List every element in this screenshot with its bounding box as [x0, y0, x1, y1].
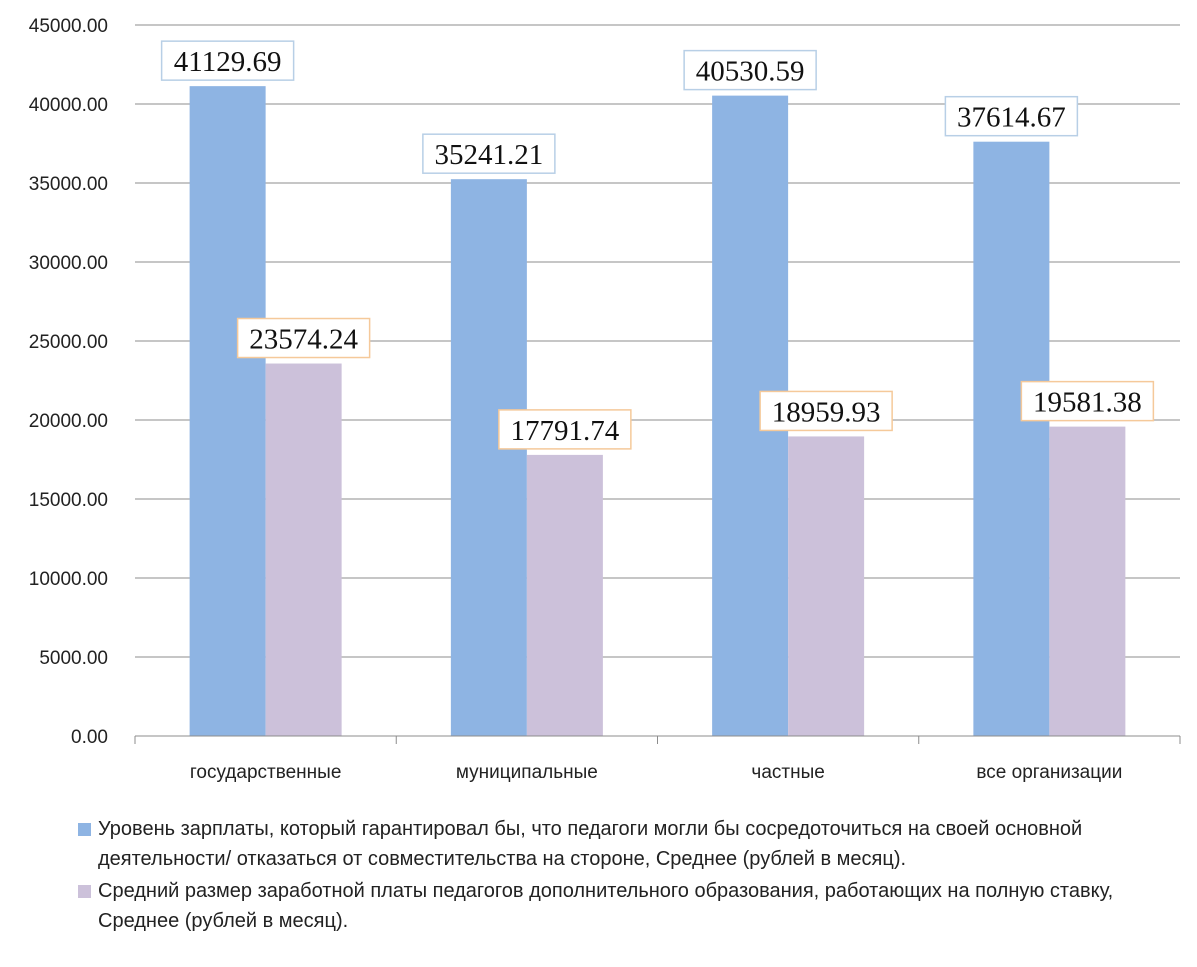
bar-series-1-2	[450, 179, 527, 736]
bar-series-2-2	[526, 454, 603, 736]
x-axis-category-labels: государственные муниципальные частные все о…	[190, 762, 1122, 783]
y-tick-label: 0.00	[71, 727, 108, 748]
bar-series-2-3	[788, 436, 865, 736]
legend-label-series-2: Средний размер заработной платы педагого…	[98, 880, 1114, 932]
x-category-label: государственные	[190, 762, 342, 783]
bar-series-2-1	[265, 363, 342, 736]
data-label-box	[759, 390, 893, 432]
data-label: 40530.59	[696, 56, 805, 88]
data-label: 23574.24	[249, 324, 358, 356]
y-tick-label: 45000.00	[29, 16, 108, 37]
x-axis	[134, 735, 1181, 744]
legend-swatch-series-1	[78, 823, 91, 836]
y-tick-label: 15000.00	[29, 490, 108, 511]
y-axis-tick-labels: 0.00 5000.00 10000.00 15000.00 20000.00 25000…	[29, 16, 108, 748]
data-label-box	[1020, 380, 1155, 422]
legend: Уровень зарплаты, который гарантировал б…	[78, 814, 1168, 938]
y-tick-label: 25000.00	[29, 332, 108, 353]
bar-series-1-4	[973, 141, 1050, 736]
data-label: 41129.69	[174, 46, 282, 78]
data-label-box	[236, 317, 371, 359]
data-label-box	[160, 40, 295, 81]
data-label: 18959.93	[772, 396, 881, 428]
data-label-box	[498, 409, 632, 450]
bar-chart: 0.00 5000.00 10000.00 15000.00 20000.00 25000…	[29, 16, 1181, 783]
y-tick-label: 35000.00	[29, 174, 108, 195]
bar-series-1-1	[189, 86, 266, 737]
bars	[189, 86, 1126, 737]
x-category-label: муниципальные	[456, 762, 598, 783]
legend-item-series-1: Уровень зарплаты, который гарантировал б…	[78, 814, 1168, 874]
data-labels: 41129.69 23574.24 35241.21 17791.74 40530.59…	[160, 40, 1155, 450]
data-label: 19581.38	[1033, 387, 1142, 419]
data-label-box	[683, 49, 817, 91]
y-tick-label: 20000.00	[29, 411, 108, 432]
data-label: 17791.74	[511, 415, 620, 447]
bar-series-2-4	[1049, 426, 1126, 736]
x-category-label: частные	[751, 762, 824, 783]
y-tick-label: 5000.00	[39, 648, 108, 669]
y-tick-label: 10000.00	[29, 569, 108, 590]
data-label: 37614.67	[957, 102, 1066, 134]
data-label-box	[944, 95, 1079, 137]
legend-label-series-1: Уровень зарплаты, который гарантировал б…	[98, 818, 1083, 870]
legend-swatch-series-2	[78, 885, 91, 898]
data-label: 35241.21	[435, 139, 544, 171]
legend-item-series-2: Средний размер заработной платы педагого…	[78, 876, 1168, 936]
y-tick-label: 40000.00	[29, 95, 108, 116]
x-category-label: все организации	[976, 762, 1122, 783]
y-tick-label: 30000.00	[29, 253, 108, 274]
data-label-box	[422, 133, 556, 174]
